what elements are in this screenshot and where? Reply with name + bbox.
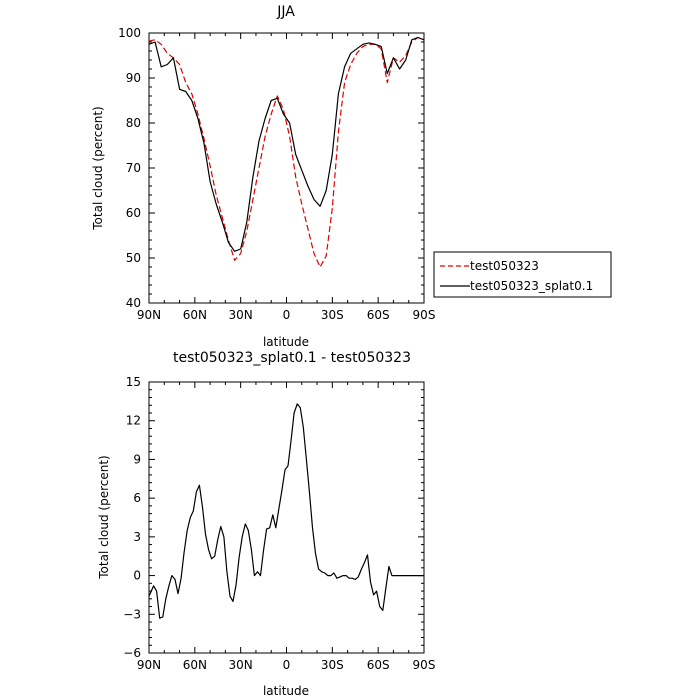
bottom-y-tick-label: 0 xyxy=(133,569,141,583)
bottom-x-tick-label: 30S xyxy=(321,658,344,672)
bottom-y-tick-label: 6 xyxy=(133,491,141,505)
top-y-tick-label: 80 xyxy=(126,116,141,130)
top-x-tick-label: 60S xyxy=(367,308,390,322)
top-y-tick-label: 50 xyxy=(126,251,141,265)
top-x-tick-label: 90S xyxy=(413,308,436,322)
bottom-x-tick-label: 90N xyxy=(137,658,161,672)
bottom-y-tick-label: −3 xyxy=(123,607,141,621)
bottom-x-tick-label: 30N xyxy=(229,658,253,672)
top-y-tick-label: 100 xyxy=(118,26,141,40)
bottom-x-axis-label: latitude xyxy=(263,684,309,698)
top-y-tick-label: 70 xyxy=(126,161,141,175)
bottom-y-tick-label: −6 xyxy=(123,646,141,660)
top-x-tick-label: 30S xyxy=(321,308,344,322)
bottom-x-tick-label: 90S xyxy=(413,658,436,672)
legend-label-test050323: test050323 xyxy=(470,259,539,273)
top-y-axis-label: Total cloud (percent) xyxy=(91,106,105,230)
top-x-tick-label: 0 xyxy=(283,308,291,322)
top-x-axis-label: latitude xyxy=(263,335,309,349)
bottom-series-line-difference xyxy=(148,403,424,619)
top-plot-frame xyxy=(148,32,425,304)
bottom-x-tick-label: 60N xyxy=(183,658,207,672)
bottom-chart-title: test050323_splat0.1 - test050323 xyxy=(173,350,411,366)
bottom-x-tick-label: 0 xyxy=(283,658,291,672)
bottom-y-tick-label: 9 xyxy=(133,452,141,466)
bottom-y-tick-label: 15 xyxy=(126,375,141,389)
top-series-line-test050323-splat0-1 xyxy=(148,36,425,252)
top-x-tick-label: 60N xyxy=(183,308,207,322)
legend-label-test050323-splat: test050323_splat0.1 xyxy=(470,279,593,293)
bottom-y-tick-label: 12 xyxy=(126,414,141,428)
top-panel: JJA 90N 60N 30N 0 30S 60S 90S 40 50 60 70 80 90 100 l… xyxy=(91,4,435,349)
top-y-tick-label: 90 xyxy=(126,71,141,85)
bottom-x-tick-label: 60S xyxy=(367,658,390,672)
legend: test050323 test050323_splat0.1 xyxy=(433,251,612,298)
top-x-tick-label: 30N xyxy=(229,308,253,322)
top-y-tick-label: 60 xyxy=(126,206,141,220)
top-series-line-test050323 xyxy=(148,36,425,268)
bottom-y-axis-label: Total cloud (percent) xyxy=(97,455,111,579)
top-x-tick-label: 90N xyxy=(137,308,161,322)
top-chart-title: JJA xyxy=(276,4,295,20)
bottom-panel: test050323_splat0.1 - test050323 90N 60N 3… xyxy=(97,350,435,698)
top-y-tick-label: 40 xyxy=(126,296,141,310)
bottom-y-tick-label: 3 xyxy=(133,530,141,544)
legend-box xyxy=(433,251,612,298)
